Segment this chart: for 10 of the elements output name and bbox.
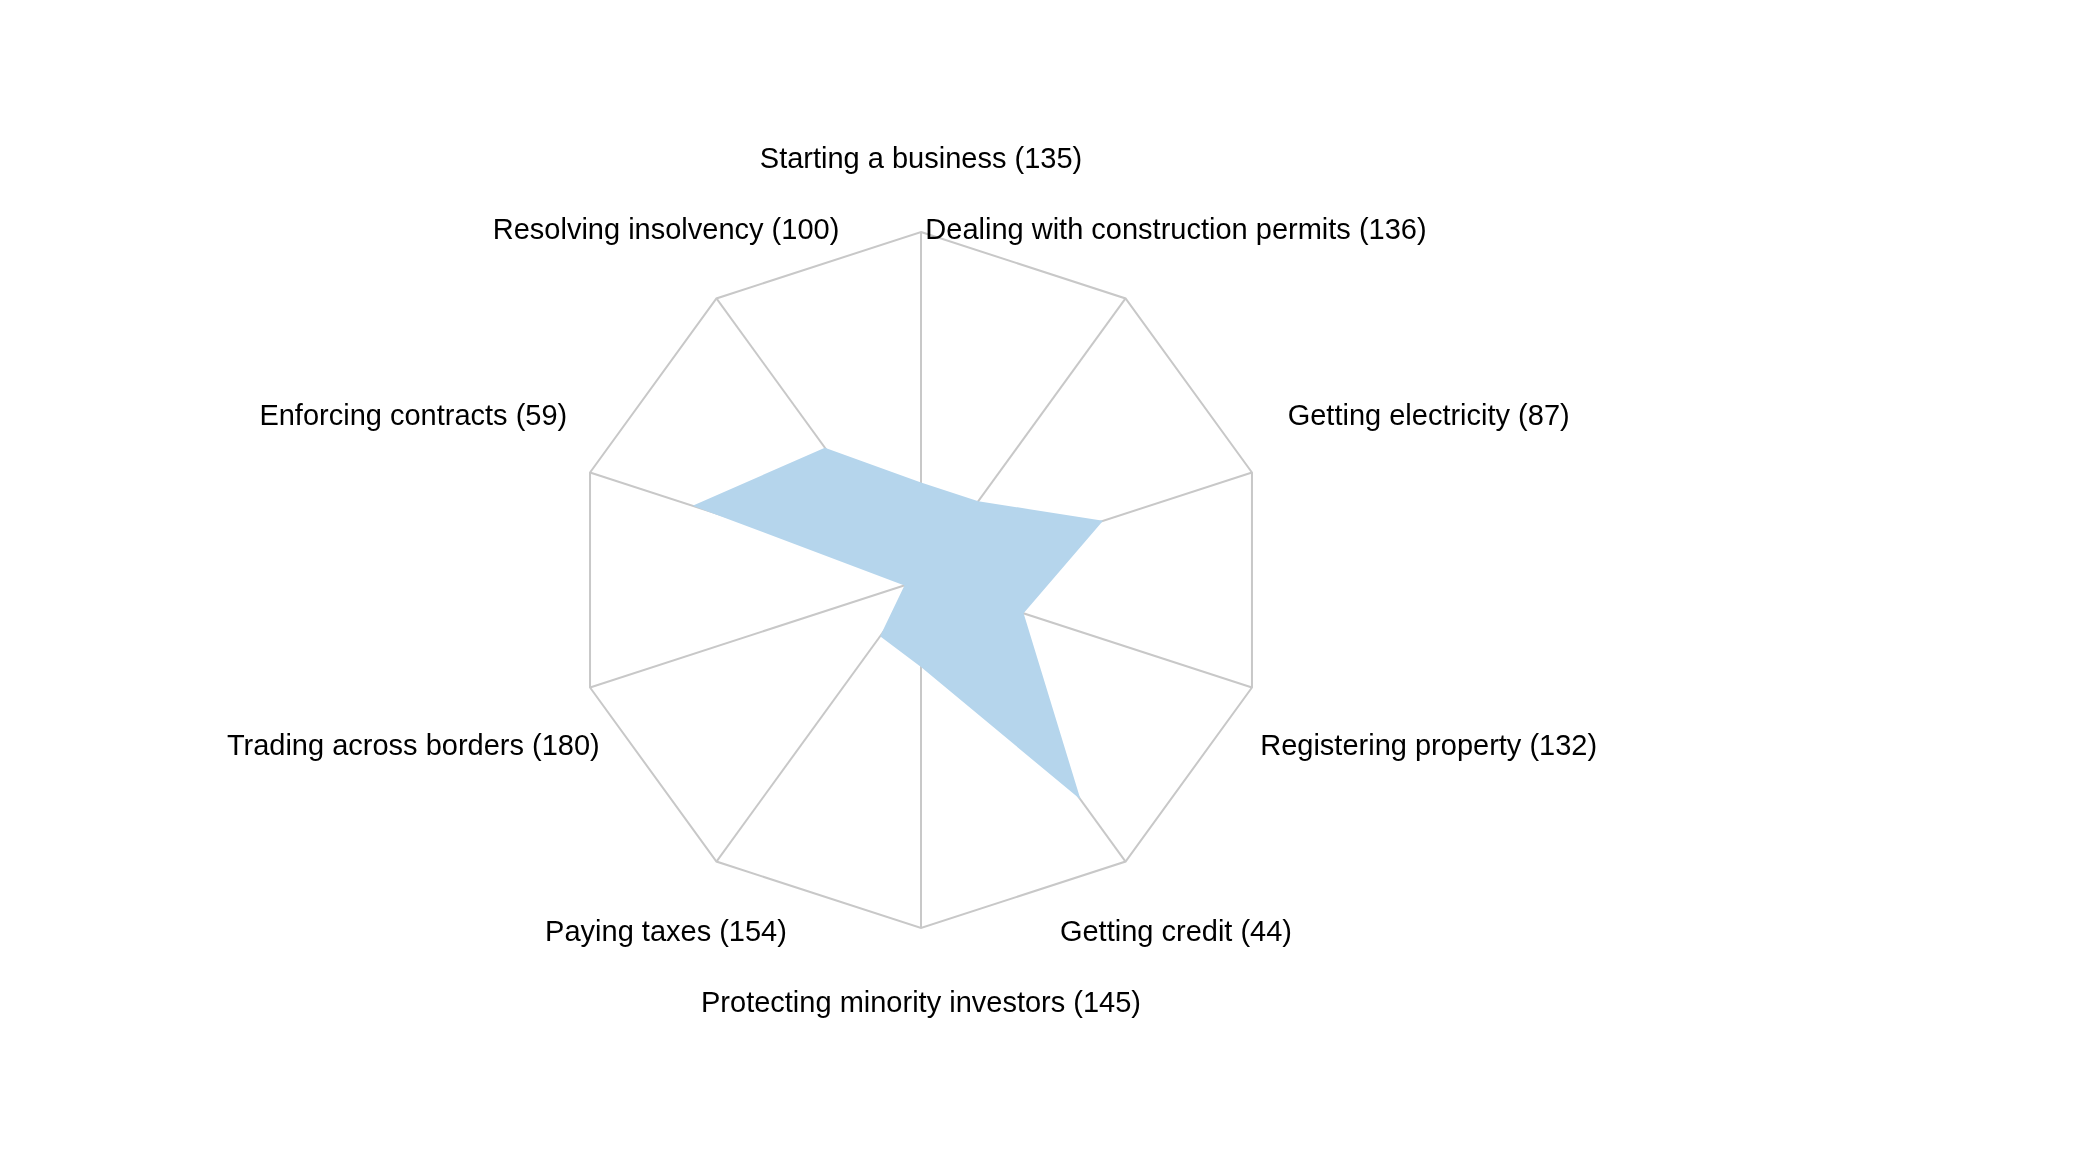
spoke-label: Protecting minority investors (145) [701,986,1141,1019]
spoke-label: Resolving insolvency (100) [492,213,840,246]
spoke-label: Registering property (132) [1260,729,1598,762]
spoke-label: Trading across borders (180) [226,729,600,762]
spoke-label: Enforcing contracts (59) [259,399,568,432]
spoke-label: Getting electricity (87) [1287,399,1570,432]
spoke-label: Paying taxes (154) [545,915,787,948]
spoke-label: Starting a business (135) [759,142,1083,175]
spoke-label: Dealing with construction permits (136) [925,213,1427,246]
spoke-label: Getting credit (44) [1059,915,1293,948]
